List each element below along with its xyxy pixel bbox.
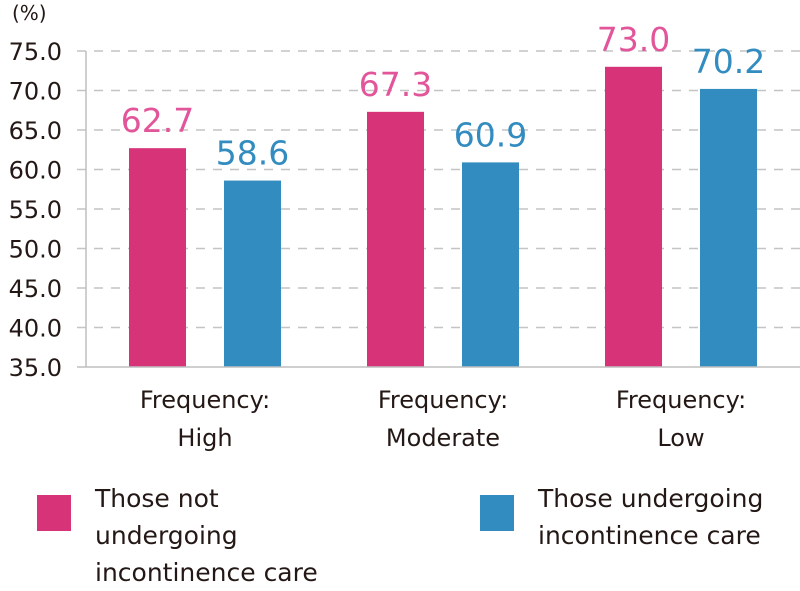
gridlines <box>77 50 800 329</box>
category-label-line2: High <box>177 424 232 452</box>
legend-label: Those not undergoing incontinence care <box>95 480 365 591</box>
y-tick-label: 65.0 <box>9 117 62 145</box>
bar-undergoing-0 <box>224 180 281 367</box>
bar-not-undergoing-2 <box>605 66 662 368</box>
legend-swatch-not-undergoing <box>37 495 71 531</box>
bar-undergoing-1 <box>462 162 519 367</box>
y-axis-unit-label: (%) <box>12 1 47 25</box>
y-tick-label: 55.0 <box>9 196 62 224</box>
legend-swatch-undergoing <box>480 495 514 531</box>
legend-label-line1: Those undergoing <box>538 484 764 513</box>
data-label: 67.3 <box>359 65 432 104</box>
y-tick-label: 50.0 <box>9 236 62 264</box>
category-label-line1: Frequency: <box>140 386 270 414</box>
legend-label-line2: incontinence care <box>95 558 318 587</box>
y-tick-label: 75.0 <box>9 38 62 66</box>
y-tick-label: 60.0 <box>9 157 62 185</box>
data-label: 70.2 <box>692 42 765 81</box>
bar-undergoing-2 <box>700 88 757 368</box>
y-axis-ticks: 35.0 40.0 45.0 50.0 55.0 60.0 65.0 70.0 75.0 <box>9 38 62 382</box>
bar-chart: 35.0 40.0 45.0 50.0 55.0 60.0 65.0 70.0 75.0 (%)… <box>9 1 800 452</box>
y-tick-label: 70.0 <box>9 78 62 106</box>
x-axis-category-labels: Frequency: High Frequency: Moderate Frequenc… <box>140 386 746 452</box>
category-label-line1: Frequency: <box>616 386 746 414</box>
category-label-line1: Frequency: <box>378 386 508 414</box>
category-label-line2: Low <box>657 424 704 452</box>
bar-not-undergoing-1 <box>367 111 424 367</box>
data-label: 58.6 <box>216 134 289 173</box>
legend-label-line1: Those not undergoing <box>95 484 238 550</box>
y-tick-label: 40.0 <box>9 315 62 343</box>
legend-item-not-undergoing: Those not undergoing incontinence care <box>37 480 365 591</box>
category-label-line2: Moderate <box>386 424 500 452</box>
bar-not-undergoing-0 <box>129 148 186 367</box>
legend-label: Those undergoing incontinence care <box>538 480 800 554</box>
data-labels: 62.7 58.6 67.3 60.9 73.0 70.2 <box>121 20 765 173</box>
data-label: 60.9 <box>454 115 527 154</box>
y-tick-label: 45.0 <box>9 275 62 303</box>
y-tick-label: 35.0 <box>9 354 62 382</box>
legend-item-undergoing: Those undergoing incontinence care <box>480 480 800 554</box>
data-label: 73.0 <box>597 20 670 59</box>
data-label: 62.7 <box>121 101 194 140</box>
bars <box>129 66 757 368</box>
legend-label-line2: incontinence care <box>538 521 761 550</box>
